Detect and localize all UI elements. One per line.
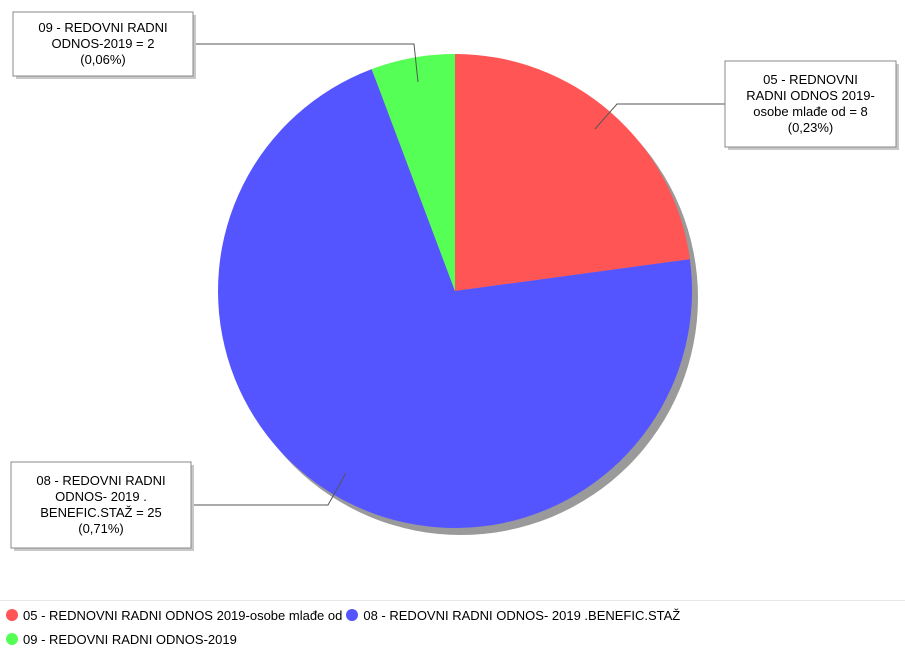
pie-slice[interactable] xyxy=(218,69,693,528)
legend-separator xyxy=(0,600,905,601)
callout-text-line: 05 - REDNOVNI xyxy=(763,72,858,87)
legend-item[interactable]: 05 - REDNOVNI RADNI ODNOS 2019-osobe mla… xyxy=(6,608,342,623)
chart-legend: 05 - REDNOVNI RADNI ODNOS 2019-osobe mla… xyxy=(0,600,905,655)
legend-row-1: 05 - REDNOVNI RADNI ODNOS 2019-osobe mla… xyxy=(6,606,684,624)
callout-box xyxy=(12,11,194,77)
pie-slice[interactable] xyxy=(455,54,690,291)
callout-text-line: 08 - REDOVNI RADNI xyxy=(36,473,165,488)
callout-box xyxy=(10,461,192,549)
pie-slice[interactable] xyxy=(371,54,455,291)
callout-text-line: BENEFIC.STAŽ = 25 xyxy=(40,505,162,520)
pie-slices xyxy=(218,54,693,528)
legend-row-2: 09 - REDOVNI RADNI ODNOS-2019 xyxy=(6,630,241,648)
callout-text-line: osobe mlađe od = 8 xyxy=(753,104,868,119)
callout-text-line: ODNOS- 2019 . xyxy=(55,489,147,504)
legend-item[interactable]: 08 - REDOVNI RADNI ODNOS- 2019 .BENEFIC.… xyxy=(346,608,680,623)
legend-item[interactable]: 09 - REDOVNI RADNI ODNOS-2019 xyxy=(6,632,237,647)
callout-leader-line xyxy=(193,43,419,83)
legend-label: 08 - REDOVNI RADNI ODNOS- 2019 .BENEFIC.… xyxy=(363,607,681,623)
callout-leader-line xyxy=(191,472,347,506)
legend-label: 05 - REDNOVNI RADNI ODNOS 2019-osobe mla… xyxy=(23,607,343,623)
callout-text-line: (0,23%) xyxy=(788,120,834,135)
callout-text-line: (0,71%) xyxy=(78,521,124,536)
callout-box xyxy=(724,60,897,148)
legend-label: 09 - REDOVNI RADNI ODNOS-2019 xyxy=(23,631,237,647)
callout-text-line: 09 - REDOVNI RADNI xyxy=(38,20,167,35)
callout-leader-line xyxy=(594,103,725,130)
callout-text-line: RADNI ODNOS 2019- xyxy=(746,88,875,103)
legend-dot-icon xyxy=(6,609,18,621)
callout-text-line: (0,06%) xyxy=(80,52,126,67)
legend-dot-icon xyxy=(6,633,18,645)
callout-text-line: ODNOS-2019 = 2 xyxy=(52,36,155,51)
legend-dot-icon xyxy=(346,609,359,621)
